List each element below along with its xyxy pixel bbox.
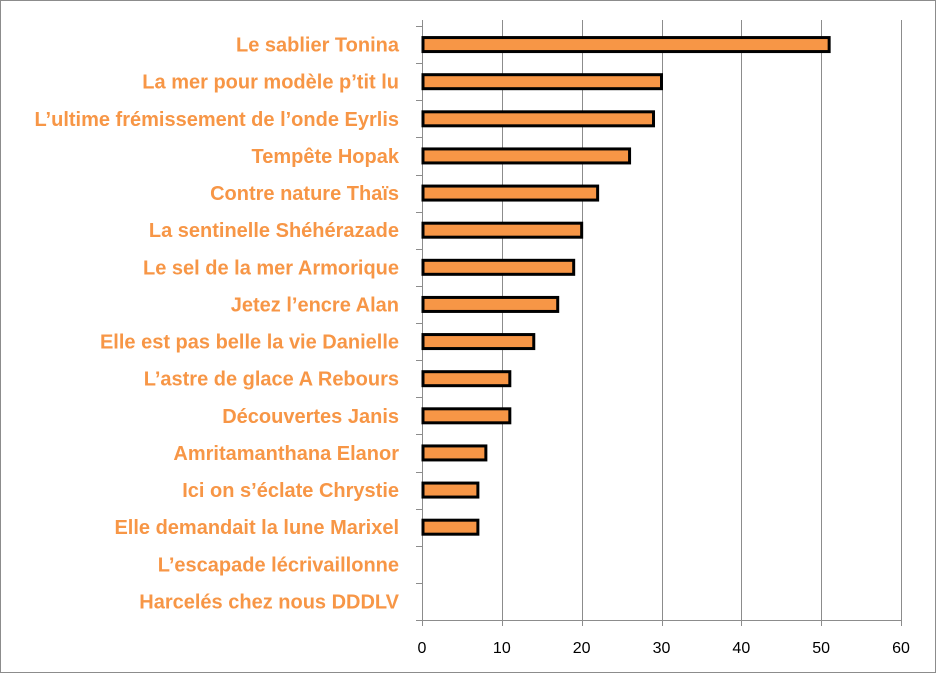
category-label: Découvertes Janis (222, 406, 399, 428)
category-label: Jetez l’encre Alan (231, 294, 399, 316)
category-label: Ici on s’éclate Chrystie (182, 480, 399, 502)
bar (421, 444, 488, 462)
bar (421, 518, 480, 536)
category-label: Tempête Hopak (252, 146, 400, 168)
x-tick-label: 30 (653, 640, 671, 657)
bar (421, 481, 480, 499)
category-label: La sentinelle Shéhérazade (149, 220, 399, 242)
x-tick-label: 60 (892, 640, 910, 657)
bars (421, 36, 831, 536)
bar (421, 333, 536, 351)
category-label: L’astre de glace A Rebours (144, 369, 399, 391)
category-label: Amritamanthana Elanor (173, 443, 399, 465)
x-tick-label: 10 (493, 640, 511, 657)
bar (421, 184, 600, 202)
bar (421, 221, 584, 239)
bar (421, 110, 656, 128)
category-label: L’ultime frémissement de l’onde Eyrlis (34, 109, 399, 131)
category-label: Le sel de la mer Armorique (143, 257, 399, 279)
category-label: La mer pour modèle p’tit lu (142, 72, 399, 94)
bar (421, 295, 560, 313)
category-label: Elle demandait la lune Marixel (114, 517, 399, 539)
category-label: L’escapade lécrivaillonne (158, 554, 399, 576)
category-labels: Le sablier Tonina La mer pour modèle p’ti… (34, 35, 399, 614)
bar (421, 36, 831, 54)
bar (421, 370, 512, 388)
bar (421, 73, 663, 91)
x-tick-label: 0 (418, 640, 427, 657)
bar (421, 147, 632, 165)
x-tick-labels: 0 10 20 30 40 50 60 (418, 640, 910, 657)
category-label: Elle est pas belle la vie Danielle (100, 332, 399, 354)
x-tick-label: 20 (573, 640, 591, 657)
x-tick-label: 50 (812, 640, 830, 657)
category-label: Contre nature Thaïs (210, 183, 399, 205)
gridlines (502, 20, 902, 620)
bar (421, 258, 576, 276)
category-label: Harcelés chez nous DDDLV (139, 591, 399, 613)
category-label: Le sablier Tonina (236, 35, 400, 57)
x-tick-label: 40 (732, 640, 750, 657)
bar (421, 407, 512, 425)
